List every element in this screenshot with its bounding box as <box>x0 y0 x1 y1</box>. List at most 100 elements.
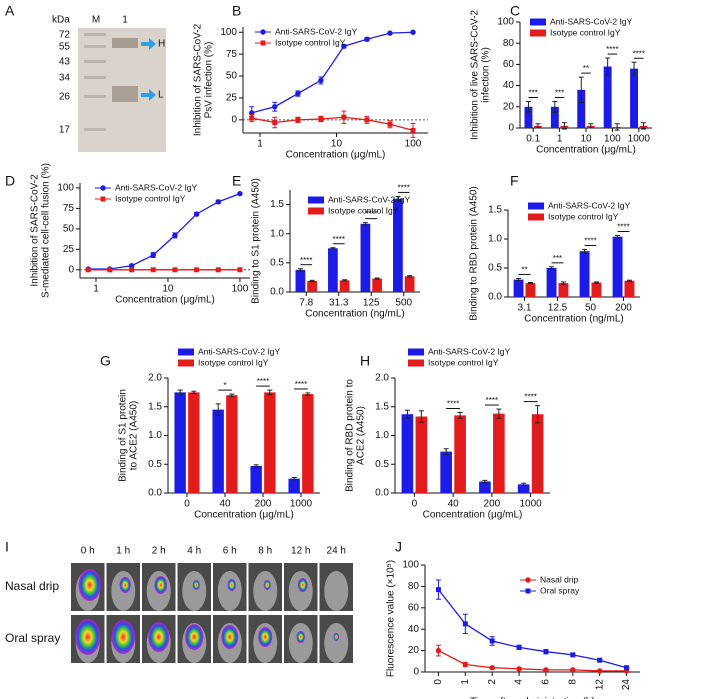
y-axis-label: Binding to RBD protein (A450) <box>469 186 480 321</box>
y-tick-label: 100 <box>497 17 514 28</box>
significance-label: **** <box>524 393 536 402</box>
legend-swatch <box>178 359 194 367</box>
point <box>364 117 370 123</box>
x-tick-label: 125 <box>363 298 380 309</box>
legend-label: Anti-SARS-CoV-2 IgY <box>198 346 281 356</box>
legend-swatch <box>178 348 194 356</box>
y-tick-label: 0 <box>231 115 237 126</box>
x-tick-label: 40 <box>219 499 231 510</box>
point <box>410 29 416 35</box>
x-tick-label: 7.8 <box>299 298 313 309</box>
signal <box>221 625 239 649</box>
y-tick-label: 40 <box>503 80 515 91</box>
bar <box>603 66 612 128</box>
x-tick-label: 6 <box>541 679 552 685</box>
legend-swatch <box>308 207 324 215</box>
signal <box>75 619 101 655</box>
y-tick-label: 0.0 <box>375 488 389 499</box>
point <box>364 36 370 42</box>
chart: J 0 20 40 60 80 100 Fluorescence value (×10⁵) 0 1… <box>386 539 640 699</box>
point <box>318 77 324 84</box>
y-tick-label: 60 <box>408 602 420 613</box>
bar <box>339 280 350 292</box>
y-tick-label: 0.5 <box>375 459 389 470</box>
legend-marker <box>260 29 266 35</box>
bar <box>454 415 466 493</box>
significance-label: *** <box>555 89 564 98</box>
heavy-chain-band <box>112 38 138 48</box>
y-tick-label: 20 <box>503 101 515 112</box>
significance-label: *** <box>553 254 562 263</box>
x-axis-label: Concentration (μg/mL) <box>115 295 215 306</box>
significance-label: **** <box>257 377 269 386</box>
point <box>597 657 603 663</box>
legend-swatch <box>528 213 544 221</box>
x-tick-label: 2 <box>487 679 498 685</box>
arrow <box>141 38 156 50</box>
significance-label: **** <box>295 380 307 389</box>
time-label: 2 h <box>152 546 166 557</box>
point <box>318 116 324 122</box>
significance-label: **** <box>300 256 312 265</box>
signal <box>227 579 236 591</box>
mouse <box>217 571 242 611</box>
marker-label: 55 <box>59 42 71 53</box>
y-tick-label: 0.0 <box>270 287 284 298</box>
y-tick-label: 1.5 <box>488 205 502 216</box>
y-tick-label: 1.5 <box>375 401 389 412</box>
imaging-grid: 0 h 1 h 2 h 4 h 6 h 8 h 12 h 24 h Nasal drip Oral… <box>5 546 353 663</box>
signal <box>111 620 136 654</box>
x-tick-label: 200 <box>615 303 632 314</box>
bar <box>188 392 200 493</box>
point <box>150 252 156 258</box>
y-tick-label: 60 <box>503 59 515 70</box>
bar <box>517 484 530 493</box>
y-tick-label: 0 <box>68 264 74 275</box>
bar <box>288 478 300 493</box>
y-tick-label: 1.0 <box>488 234 502 245</box>
legend-label: Isotype control IgY <box>328 205 399 215</box>
x-tick-label: 200 <box>255 499 272 510</box>
line <box>438 650 627 672</box>
y-tick-label: 75 <box>63 203 75 214</box>
point <box>150 267 156 273</box>
x-tick-label: 0 <box>412 499 418 510</box>
point <box>596 668 603 674</box>
x-tick-label: 1 <box>460 679 471 685</box>
x-tick-label: 8 <box>567 679 578 685</box>
bar <box>328 248 338 292</box>
legend-label: Isotype control IgY <box>428 357 499 367</box>
bar <box>307 280 317 292</box>
legend-label: Anti-SARS-CoV-2 IgY <box>550 16 633 26</box>
legend-label: Oral spray <box>540 585 580 595</box>
marker-label: 34 <box>59 73 71 84</box>
point <box>194 267 200 273</box>
bar <box>174 392 186 493</box>
panel-label: A <box>5 3 15 19</box>
x-axis-label: Concentration (ng/mL) <box>305 309 405 320</box>
y-axis-label: Inhibition of SARS-CoV-2 <box>30 174 41 287</box>
significance-label: ** <box>521 266 527 275</box>
bar <box>612 236 623 297</box>
x-axis-label: Concentration (μg/mL) <box>194 510 294 521</box>
bar <box>525 283 536 297</box>
x-tick-label: 10 <box>331 139 343 150</box>
legend-label: Isotype control IgY <box>548 211 619 221</box>
legend-label: Anti-SARS-CoV-2 IgY <box>275 26 358 36</box>
chart: E 0.0 0.5 1.0 1.5 Binding to S1 protein (A450… <box>232 173 420 320</box>
x-tick-label: 10 <box>580 134 592 145</box>
bar <box>295 269 306 292</box>
x-tick-label: 1 <box>93 284 99 295</box>
x-tick-label: 3.1 <box>518 303 532 314</box>
row-label: Oral spray <box>5 631 60 645</box>
y-axis-label: PsV infection (%) <box>204 42 215 119</box>
significance-label: ** <box>583 64 589 73</box>
legend-label: Isotype control IgY <box>550 27 621 37</box>
point <box>516 666 522 672</box>
bar <box>550 106 559 128</box>
x-tick-label: 1000 <box>520 499 543 510</box>
chart: H 0.0 0.5 1.0 1.5 2.0 Binding of RBD protein t… <box>345 346 550 521</box>
chart: B 0 25 50 75 100 Inhibition of SARS-CoV-2 PsV i… <box>193 3 428 161</box>
mouse <box>324 571 349 611</box>
